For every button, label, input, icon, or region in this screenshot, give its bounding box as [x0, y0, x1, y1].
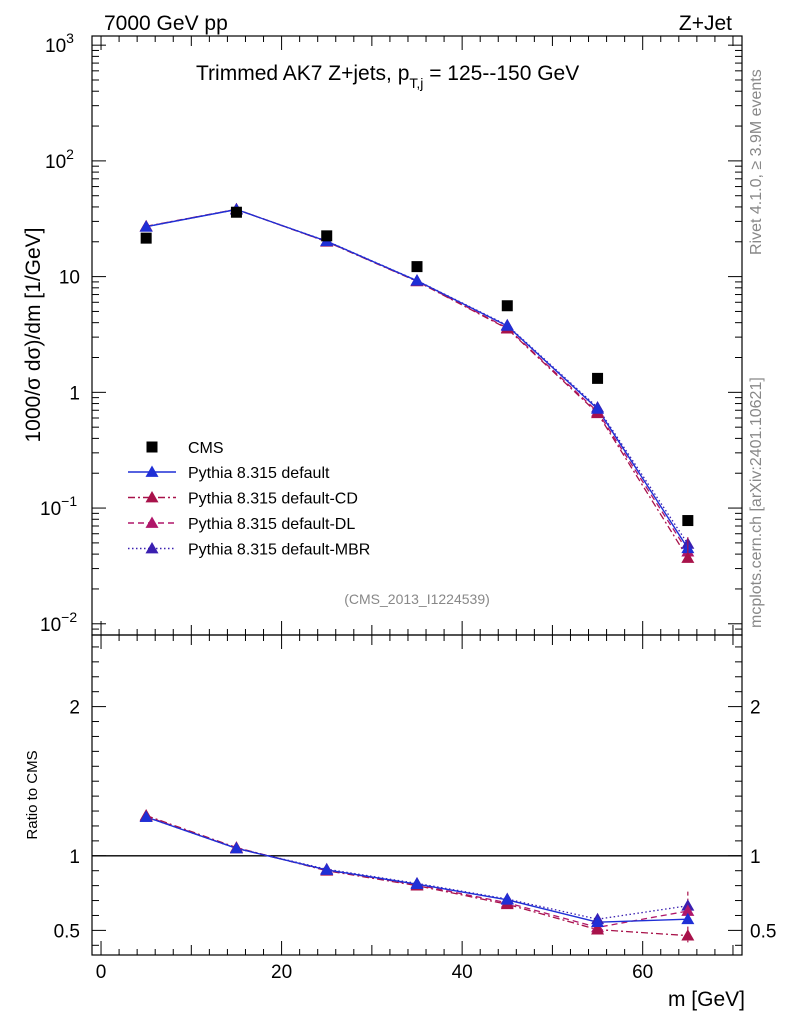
ratio-y-tick-label-right: 2	[750, 698, 761, 719]
main-series-marker	[410, 274, 424, 286]
main-y-tick-label: 10−2	[40, 609, 77, 636]
main-title: Trimmed AK7 Z+jets, pT,j = 125--150 GeV	[196, 62, 579, 91]
main-series-marker	[500, 319, 514, 331]
cms-data-point	[682, 515, 694, 527]
main-y-tick-label: 10−1	[40, 493, 77, 520]
cms-data-point	[501, 300, 513, 312]
legend-marker	[145, 465, 159, 477]
ratio-y-tick-label: 1	[69, 847, 80, 868]
ratio-y-tick-label: 0.5	[54, 921, 80, 942]
ratio-series-line	[145, 815, 688, 929]
ratio-series-marker	[410, 877, 424, 890]
legend-label: Pythia 8.315 default-MBR	[188, 542, 370, 559]
ratio-y-axis-label: Ratio to CMS	[24, 750, 41, 839]
main-y-axis-label: 1000/σ dσ)/dm [1/GeV]	[22, 227, 45, 442]
legend-marker	[145, 491, 159, 503]
legend: CMS Pythia 8.315 default Pythia 8.315 defa…	[128, 440, 370, 559]
legend-marker	[145, 516, 159, 528]
header-right: Z+Jet	[679, 12, 732, 35]
main-y-tick-label: 102	[45, 146, 74, 173]
x-tick-label: 20	[271, 962, 292, 983]
ratio-y-tick-label: 2	[69, 698, 80, 719]
x-axis: 0 20 40 60	[96, 36, 734, 983]
x-tick-label: 60	[632, 962, 653, 983]
rivet-label: Rivet 4.1.0, ≥ 3.9M events	[748, 69, 765, 255]
ratio-series-marker	[681, 912, 695, 925]
cms-data-point	[592, 372, 604, 384]
mcplots-label: mcplots.cern.ch [arXiv:2401.10621]	[748, 377, 765, 628]
main-series-marker	[591, 402, 605, 414]
cms-data-point	[411, 261, 423, 273]
x-tick-label: 40	[452, 962, 473, 983]
ratio-y-tick-label-right: 1	[750, 847, 761, 868]
cms-data-point	[230, 206, 242, 218]
ratio-series-marker	[500, 893, 514, 905]
ratio-series-marker	[139, 810, 153, 822]
x-tick-label: 0	[96, 962, 107, 983]
legend-label: Pythia 8.315 default	[188, 465, 330, 482]
cms-data-point	[321, 230, 333, 242]
legend-label: CMS	[188, 440, 224, 457]
main-series-marker	[139, 220, 153, 232]
ratio-y-axis: 2 2 1 1 0.5 0.5	[54, 646, 776, 946]
main-plot-area	[139, 202, 695, 563]
cms-data-point	[140, 232, 152, 244]
ratio-series-marker	[591, 915, 605, 928]
ratio-series-marker	[681, 929, 695, 941]
main-y-tick-label: 1	[69, 383, 80, 404]
main-y-tick-label: 10	[59, 268, 80, 289]
ratio-series-marker	[681, 904, 695, 916]
ratio-series-marker	[229, 841, 243, 854]
legend-label: Pythia 8.315 default-CD	[188, 491, 358, 508]
ratio-y-tick-label-right: 0.5	[750, 921, 776, 942]
main-y-tick-label: 103	[45, 30, 74, 57]
legend-marker-cms	[146, 441, 158, 453]
header-left: 7000 GeV pp	[104, 12, 228, 35]
x-axis-label: m [GeV]	[668, 988, 745, 1011]
ratio-frame	[91, 634, 743, 956]
ratio-series-line	[145, 816, 688, 923]
legend-label: Pythia 8.315 default-DL	[188, 516, 355, 533]
ratio-series-marker	[591, 923, 605, 935]
ratio-series-line	[145, 816, 688, 920]
legend-marker	[145, 542, 159, 554]
ratio-series-marker	[320, 863, 334, 875]
ratio-plot-area	[139, 809, 695, 943]
analysis-watermark: (CMS_2013_I1224539)	[344, 591, 490, 607]
